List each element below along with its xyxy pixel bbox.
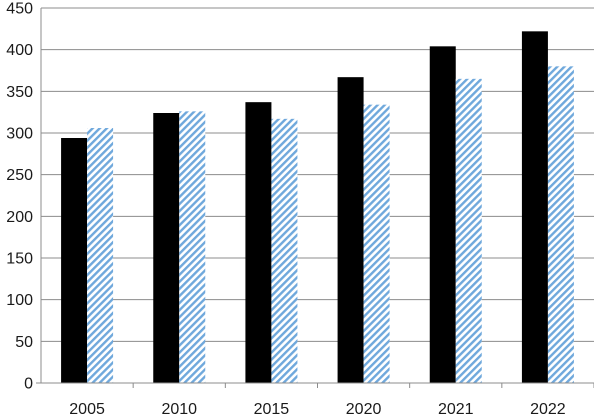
bar-series1-2022 xyxy=(521,31,548,383)
tick-labels: 0 50 100 150 200 250 300 350 400 450 2005 2010 2015 2… xyxy=(6,1,566,416)
x-tick-label: 2020 xyxy=(346,401,382,416)
x-tick-label: 2010 xyxy=(161,401,197,416)
y-tick-label: 450 xyxy=(6,1,33,18)
x-tick-label: 2015 xyxy=(254,401,290,416)
gridlines xyxy=(41,7,594,342)
y-tick-label: 50 xyxy=(15,334,33,351)
axes xyxy=(36,8,594,388)
y-tick-label: 0 xyxy=(24,376,33,393)
y-tick-label: 150 xyxy=(6,251,33,268)
bar-series2-2015 xyxy=(271,118,298,383)
y-tick-label: 300 xyxy=(6,126,33,143)
bar-series1-2005 xyxy=(61,138,88,383)
x-tick-label: 2005 xyxy=(69,401,105,416)
bar-series1-2020 xyxy=(337,77,364,384)
bar-series2-2021 xyxy=(455,78,482,383)
bar-series1-2010 xyxy=(153,113,180,383)
y-tick-label: 350 xyxy=(6,84,33,101)
y-tick-label: 200 xyxy=(6,209,33,226)
bar-series1-2021 xyxy=(429,46,456,383)
y-tick-label: 100 xyxy=(6,292,33,309)
y-tick-label: 250 xyxy=(6,167,33,184)
bar-series1-2015 xyxy=(245,102,272,384)
bar-series2-2010 xyxy=(179,111,206,383)
bar-series2-2005 xyxy=(87,128,114,383)
x-tick-label: 2022 xyxy=(530,401,566,416)
bar-series2-2022 xyxy=(547,66,574,383)
y-tick-label: 400 xyxy=(6,42,33,59)
bar-series2-2020 xyxy=(363,104,390,384)
bars xyxy=(61,31,574,384)
x-tick-label: 2021 xyxy=(438,401,474,416)
